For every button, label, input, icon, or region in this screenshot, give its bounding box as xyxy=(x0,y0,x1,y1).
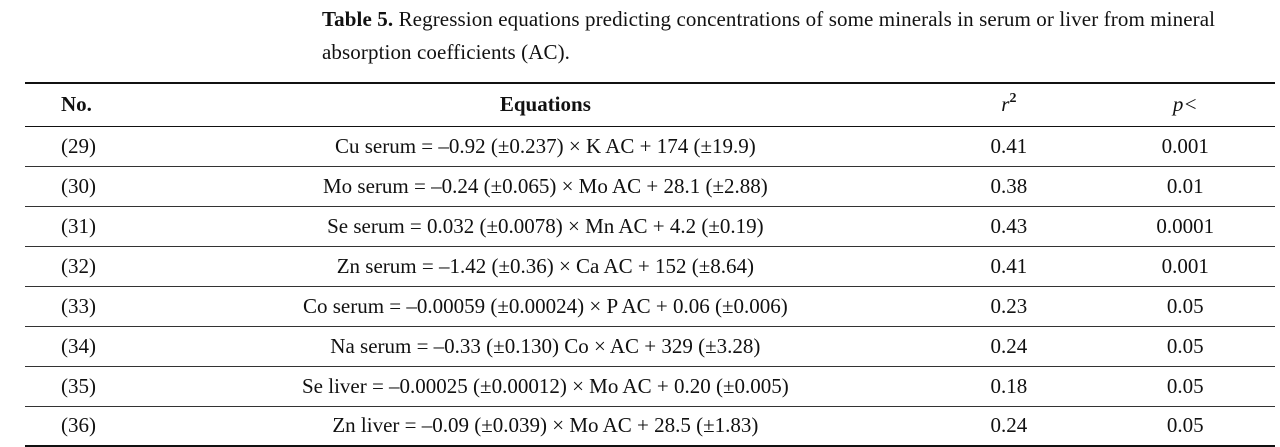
table-row: (31) Se serum = 0.032 (±0.0078) × Mn AC … xyxy=(25,206,1275,246)
table-row: (36) Zn liver = –0.09 (±0.039) × Mo AC +… xyxy=(25,406,1275,446)
header-r-superscript: 2 xyxy=(1009,91,1017,107)
row-r-squared: 0.41 xyxy=(990,133,1028,158)
row-number: (32) xyxy=(61,253,96,278)
row-equation: Mo serum = –0.24 (±0.065) × Mo AC + 28.1… xyxy=(322,173,768,198)
row-number: (35) xyxy=(61,373,96,398)
header-p-label: p< xyxy=(1172,92,1198,117)
table-body: (29) Cu serum = –0.92 (±0.237) × K AC + … xyxy=(25,126,1275,446)
table-row: (32) Zn serum = –1.42 (±0.36) × Ca AC + … xyxy=(25,246,1275,286)
row-p-value: 0.05 xyxy=(1166,373,1204,398)
table-header: No. Equations r2 p< xyxy=(25,83,1275,126)
row-p-value: 0.05 xyxy=(1166,413,1204,438)
table-caption: Table 5. Regression equations predicting… xyxy=(322,3,1274,69)
table-label: Table 5. xyxy=(322,7,394,31)
row-r-squared: 0.38 xyxy=(990,173,1028,198)
header-no: No. xyxy=(61,92,92,117)
row-equation: Na serum = –0.33 (±0.130) Co × AC + 329 … xyxy=(330,333,761,358)
table-row: (33) Co serum = –0.00059 (±0.00024) × P … xyxy=(25,286,1275,326)
table-row: (35) Se liver = –0.00025 (±0.00012) × Mo… xyxy=(25,366,1275,406)
row-p-value: 0.01 xyxy=(1166,173,1204,198)
regression-table: No. Equations r2 p< (29) Cu serum = –0.9… xyxy=(25,82,1275,447)
row-r-squared: 0.23 xyxy=(990,293,1028,318)
row-equation: Se serum = 0.032 (±0.0078) × Mn AC + 4.2… xyxy=(327,213,764,238)
row-number: (29) xyxy=(61,133,96,158)
header-equations: Equations xyxy=(499,92,591,117)
row-p-value: 0.05 xyxy=(1166,333,1204,358)
row-equation: Se liver = –0.00025 (±0.00012) × Mo AC +… xyxy=(301,373,789,398)
row-p-value: 0.05 xyxy=(1166,293,1204,318)
row-p-value: 0.001 xyxy=(1161,253,1209,278)
row-equation: Zn serum = –1.42 (±0.36) × Ca AC + 152 (… xyxy=(336,253,754,278)
row-p-value: 0.001 xyxy=(1161,133,1209,158)
row-equation: Zn liver = –0.09 (±0.039) × Mo AC + 28.5… xyxy=(332,413,759,438)
row-number: (31) xyxy=(61,213,96,238)
table-row: (30) Mo serum = –0.24 (±0.065) × Mo AC +… xyxy=(25,166,1275,206)
header-row: No. Equations r2 p< xyxy=(25,83,1275,126)
row-number: (34) xyxy=(61,333,96,358)
row-r-squared: 0.24 xyxy=(990,333,1028,358)
row-number: (36) xyxy=(61,413,96,438)
row-r-squared: 0.18 xyxy=(990,373,1028,398)
row-r-squared: 0.24 xyxy=(990,413,1028,438)
row-number: (33) xyxy=(61,293,96,318)
header-p-value: p< xyxy=(1095,83,1275,126)
table-row: (34) Na serum = –0.33 (±0.130) Co × AC +… xyxy=(25,326,1275,366)
row-r-squared: 0.41 xyxy=(990,253,1028,278)
regression-table-container: No. Equations r2 p< (29) Cu serum = –0.9… xyxy=(25,82,1275,447)
row-p-value: 0.0001 xyxy=(1156,213,1215,238)
row-equation: Cu serum = –0.92 (±0.237) × K AC + 174 (… xyxy=(334,133,756,158)
header-r-base: r xyxy=(1001,92,1010,117)
row-equation: Co serum = –0.00059 (±0.00024) × P AC + … xyxy=(302,293,788,318)
caption-text: Regression equations predicting concentr… xyxy=(322,7,1216,64)
table-row: (29) Cu serum = –0.92 (±0.237) × K AC + … xyxy=(25,126,1275,166)
header-r-squared: r2 xyxy=(922,83,1095,126)
row-r-squared: 0.43 xyxy=(990,213,1028,238)
row-number: (30) xyxy=(61,173,96,198)
